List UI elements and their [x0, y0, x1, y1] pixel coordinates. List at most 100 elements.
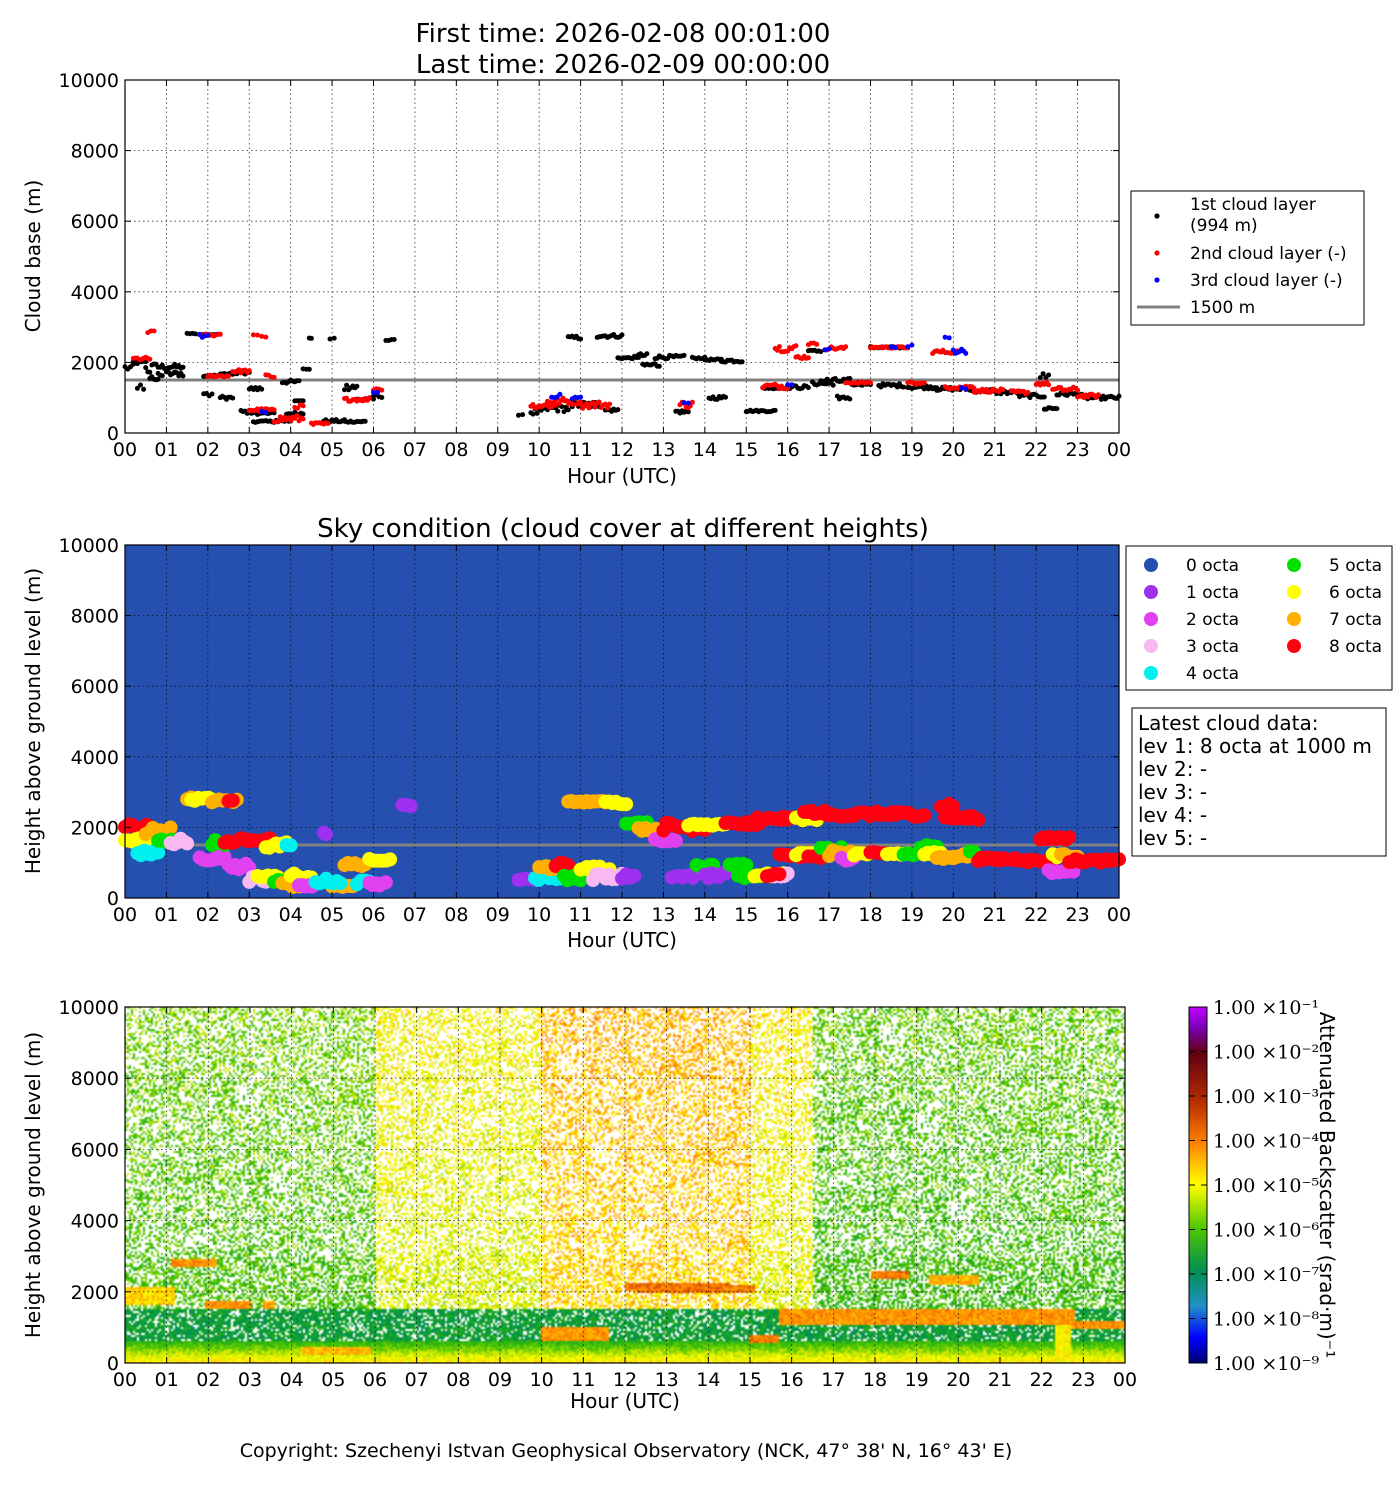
- cloud-base-panel: 00 01 02 03 04 05 06 07 08 09 10 11 12 13 14 15 16 17 18 19…: [21, 70, 1365, 488]
- octa-legend-marker-4: [1144, 666, 1158, 680]
- colorbar-tick-label: 1.00 ×10⁻⁶: [1213, 1220, 1319, 1242]
- layer1-point: [354, 383, 360, 389]
- layer1-point: [1040, 371, 1046, 377]
- layer3-point: [942, 334, 948, 340]
- layer1-point: [555, 408, 561, 414]
- layer2-point: [570, 402, 576, 407]
- layer3-point: [909, 342, 915, 348]
- octa-legend-marker-3: [1144, 639, 1158, 653]
- layer1-point: [138, 382, 143, 388]
- colorbar-tick-label: 1.00 ×10⁻⁵: [1213, 1175, 1319, 1197]
- octa-legend: 0 octa 1 octa 2 octa 3 octa 4 octa 5 octa 6 oc…: [1125, 545, 1393, 691]
- layer3-point: [959, 385, 965, 391]
- header-first-time: First time: 2026-02-08 00:01:00: [416, 19, 831, 49]
- cloud-base-y-ticks: 0 2000 4000 6000 8000 10000: [59, 70, 1119, 445]
- layer2-point: [785, 385, 791, 391]
- layer1-point: [847, 376, 853, 381]
- layer1-point: [847, 396, 853, 402]
- layer1-point: [644, 351, 650, 357]
- x-tick-label: 02: [196, 1369, 220, 1391]
- second-layer-series: [130, 328, 1101, 427]
- x-tick-label: 05: [320, 439, 344, 461]
- x-tick-label: 22: [1030, 1369, 1054, 1391]
- sky-condition-panel: Sky condition (cloud cover at different …: [21, 514, 1393, 952]
- x-tick-label: 21: [983, 904, 1007, 926]
- x-tick-label: 11: [568, 904, 592, 926]
- y-tick-label: 8000: [71, 606, 119, 628]
- y-tick-label: 0: [107, 423, 119, 445]
- layer1-point: [344, 382, 350, 388]
- layer1-point: [561, 409, 567, 415]
- colorbar-tick-label: 1.00 ×10⁻⁴: [1213, 1131, 1319, 1153]
- colorbar-tick-label: 1.00 ×10⁻¹: [1213, 997, 1319, 1019]
- legend-marker-layer2: [1154, 250, 1160, 256]
- octa-3-point: [180, 836, 195, 851]
- x-tick-label: 22: [1024, 439, 1048, 461]
- x-tick-label: 04: [280, 1369, 304, 1391]
- x-tick-label: 03: [238, 1369, 262, 1391]
- layer3-point: [685, 400, 691, 406]
- x-tick-label: 00: [1113, 1369, 1137, 1391]
- x-tick-label: 00: [1107, 904, 1131, 926]
- layer1-point: [209, 391, 215, 397]
- y-tick-label: 0: [107, 888, 119, 910]
- x-tick-label: 04: [279, 904, 303, 926]
- colorbar-label: Attenuated Backscatter (srad·m)⁻¹: [1315, 1012, 1339, 1359]
- colorbar-tick-label: 1.00 ×10⁻²: [1213, 1042, 1319, 1064]
- y-tick-label: 4000: [71, 1211, 119, 1233]
- octa-6-point: [619, 797, 634, 812]
- octa-legend-label-8: 8 octa: [1329, 637, 1382, 657]
- octa-legend-label-0: 0 octa: [1186, 556, 1239, 576]
- layer1-point: [830, 382, 836, 388]
- y-tick-label: 8000: [71, 1068, 119, 1090]
- x-tick-label: 08: [444, 904, 468, 926]
- layer1-point: [530, 411, 536, 417]
- x-tick-label: 22: [1024, 904, 1048, 926]
- x-tick-label: 09: [486, 439, 510, 461]
- layer2-point: [379, 387, 385, 393]
- x-tick-label: 23: [1065, 904, 1089, 926]
- layer3-point: [905, 344, 911, 350]
- octa-legend-box: [1125, 545, 1393, 691]
- layer2-point: [607, 401, 613, 407]
- layer1-point: [362, 418, 368, 424]
- layer2-point: [843, 344, 849, 350]
- layer2-point: [1046, 382, 1052, 388]
- layer1-point: [192, 331, 198, 337]
- x-tick-label: 02: [196, 439, 220, 461]
- layer2-point: [226, 373, 231, 379]
- colorbar-tick-label: 1.00 ×10⁻⁷: [1213, 1264, 1319, 1286]
- y-tick-label: 8000: [71, 141, 119, 163]
- x-tick-label: 12: [610, 439, 634, 461]
- legend-label-ref-line: 1500 m: [1190, 298, 1255, 318]
- colorbar-tick-label: 1.00 ×10⁻⁹: [1213, 1353, 1319, 1375]
- layer3-point: [681, 400, 687, 406]
- layer2-point: [295, 405, 301, 411]
- layer1-point: [615, 407, 621, 413]
- layer1-point: [342, 387, 347, 393]
- x-tick-label: 04: [279, 439, 303, 461]
- legend-label-layer3: 3rd cloud layer (-): [1190, 271, 1343, 291]
- x-tick-label: 00: [1107, 439, 1131, 461]
- legend-marker-layer1: [1154, 213, 1160, 219]
- layer1-point: [656, 363, 662, 369]
- x-tick-label: 05: [321, 1369, 345, 1391]
- layer2-point: [1000, 387, 1006, 393]
- x-tick-label: 06: [361, 439, 385, 461]
- octa-4-point: [151, 845, 166, 860]
- x-tick-label: 14: [696, 1369, 720, 1391]
- layer1-point: [296, 378, 302, 384]
- cloud-base-legend-box: [1130, 190, 1365, 326]
- octa-6-point: [383, 852, 398, 867]
- layer2-point: [300, 416, 306, 422]
- layer1-point: [520, 412, 526, 418]
- latest-cloud-data-box: Latest cloud data: lev 1: 8 octa at 1000…: [1131, 707, 1387, 857]
- octa-legend-label-7: 7 octa: [1329, 610, 1382, 630]
- layer2-point: [250, 332, 256, 338]
- x-tick-label: 00: [113, 904, 137, 926]
- third-layer-series: [197, 331, 969, 415]
- layer1-point: [300, 411, 306, 417]
- layer1-point: [300, 398, 306, 404]
- octa-legend-label-3: 3 octa: [1186, 637, 1239, 657]
